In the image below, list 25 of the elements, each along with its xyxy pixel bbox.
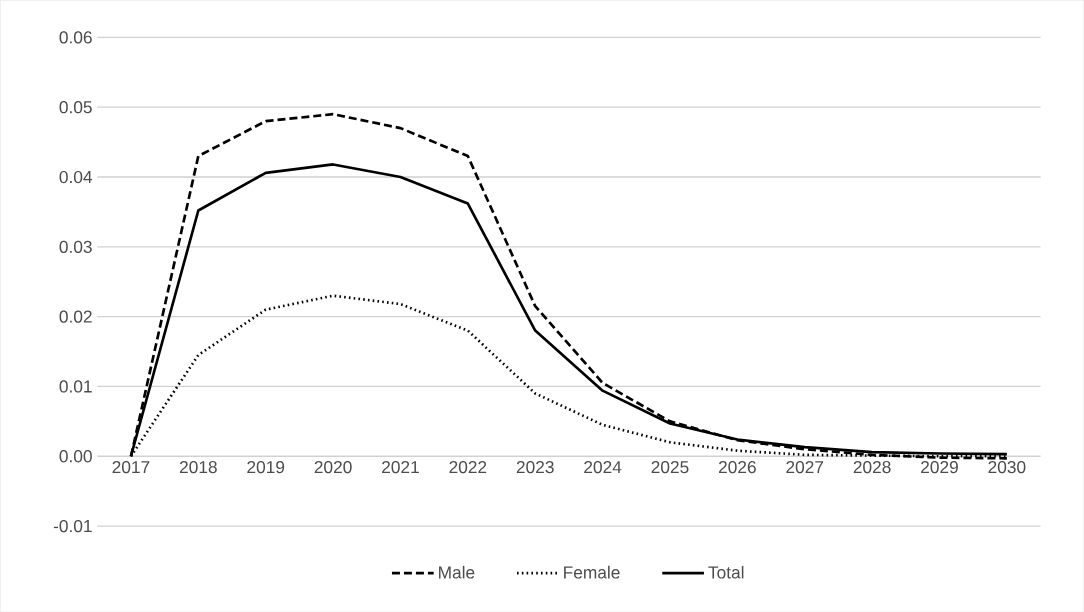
y-tick-label: 0.05 xyxy=(59,100,92,114)
y-tick-label: 0.04 xyxy=(59,170,93,183)
x-tick-label: 2027 xyxy=(786,460,824,474)
x-tick-label: 2020 xyxy=(314,460,352,474)
y-tick-label: 0.02 xyxy=(59,310,92,323)
x-tick-label: 2019 xyxy=(247,460,285,474)
legend-label: Total xyxy=(708,565,744,579)
y-tick-label: 0.06 xyxy=(59,31,92,44)
x-tick-label: 2023 xyxy=(516,460,554,474)
y-tick-label: -0.01 xyxy=(53,519,92,533)
y-tick-label: 0.03 xyxy=(59,240,92,253)
x-tick-label: 2028 xyxy=(853,460,891,474)
x-tick-label: 2021 xyxy=(382,460,419,474)
y-tick-label: 0.00 xyxy=(59,449,92,463)
x-tick-label: 2017 xyxy=(112,460,150,474)
y-tick-label: 0.01 xyxy=(59,380,92,393)
x-tick-label: 2030 xyxy=(988,460,1026,474)
x-tick-label: 2029 xyxy=(921,460,958,474)
x-tick-label: 2024 xyxy=(584,460,622,474)
legend-label: Male xyxy=(439,565,475,579)
x-tick-label: 2022 xyxy=(449,460,487,474)
x-tick-label: 2018 xyxy=(179,460,217,474)
x-tick-label: 2025 xyxy=(651,460,689,474)
legend-label: Female xyxy=(564,565,620,579)
x-tick-label: 2026 xyxy=(718,460,756,474)
